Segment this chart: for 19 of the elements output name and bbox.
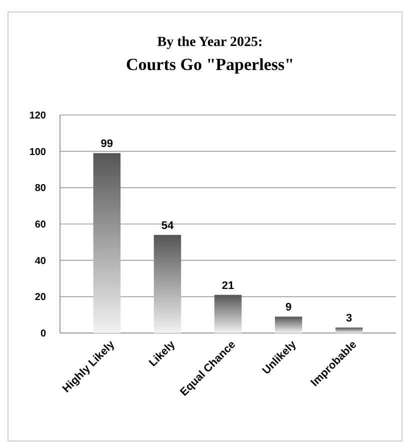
bar xyxy=(214,294,242,333)
data-label: 9 xyxy=(285,302,292,314)
bar xyxy=(93,153,121,333)
y-tick-label: 40 xyxy=(34,256,46,267)
data-label: 21 xyxy=(222,280,234,292)
data-label: 3 xyxy=(346,312,352,325)
chart-subtitle: Courts Go "Paperless" xyxy=(126,55,294,74)
bar xyxy=(335,328,363,333)
bar xyxy=(274,316,302,333)
bar xyxy=(154,234,182,333)
data-label: 54 xyxy=(161,220,174,232)
y-tick-label: 60 xyxy=(34,220,46,230)
y-tick-label: 0 xyxy=(40,328,46,340)
y-tick-label: 20 xyxy=(34,292,46,304)
y-tick-label: 120 xyxy=(29,110,46,122)
chart-title: By the Year 2025: xyxy=(157,35,263,50)
y-tick-label: 100 xyxy=(29,146,46,158)
data-label: 99 xyxy=(100,138,114,150)
y-tick-label: 80 xyxy=(34,183,46,194)
